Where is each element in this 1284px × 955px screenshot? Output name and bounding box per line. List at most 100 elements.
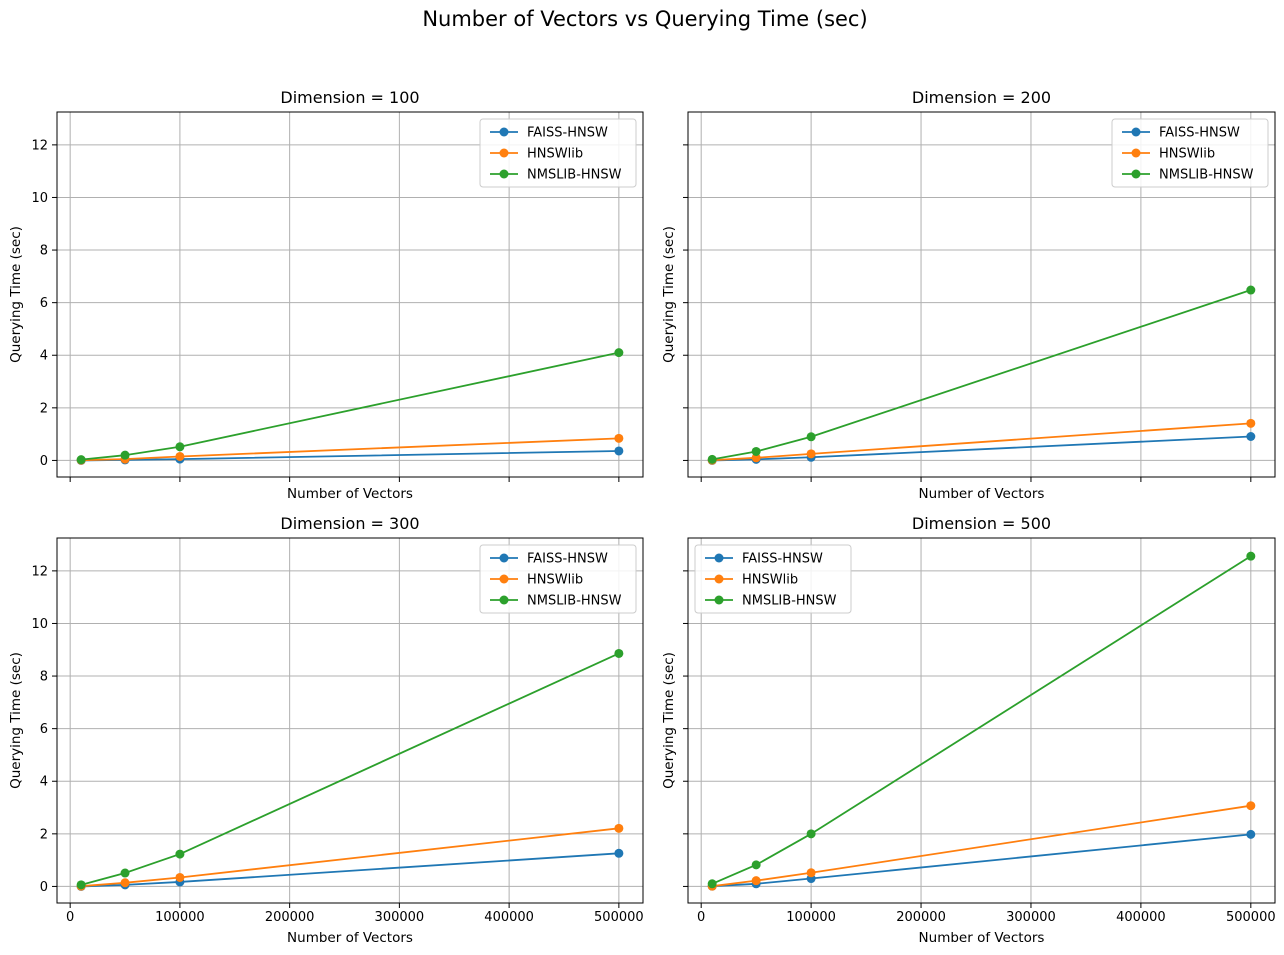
legend-marker-faiss-hnsw <box>714 553 724 563</box>
data-point-nmslib-hnsw <box>1246 551 1256 561</box>
data-point-nmslib-hnsw <box>806 432 816 442</box>
y-tick-label: 10 <box>31 617 48 632</box>
x-axis-label: Number of Vectors <box>919 486 1045 502</box>
series-line-hnswlib <box>81 437 619 462</box>
data-point-nmslib-hnsw <box>1246 285 1256 295</box>
legend-marker-hnswlib <box>714 574 724 584</box>
legend-label-nmslib-hnsw: NMSLIB-HNSW <box>527 594 622 609</box>
series-line-hnswlib <box>712 804 1251 888</box>
series-line-faiss-hnsw <box>81 852 619 888</box>
y-axis-label: Querying Time (sec) <box>8 226 24 363</box>
x-tick-label: 300000 <box>375 910 425 925</box>
legend-box <box>479 544 637 614</box>
series-line-faiss-hnsw <box>712 435 1251 462</box>
series-nmslib-hnsw <box>76 648 624 890</box>
legend-box <box>1111 118 1269 188</box>
data-point-nmslib-hnsw <box>76 880 86 890</box>
x-axis-label: Number of Vectors <box>919 930 1045 946</box>
y-tick-label: 8 <box>40 670 48 685</box>
y-tick-label: 6 <box>40 722 48 737</box>
x-tick-label: 300000 <box>1006 910 1056 925</box>
x-tick-label: 400000 <box>484 910 534 925</box>
subplot-title: Dimension = 200 <box>912 88 1051 107</box>
y-tick-label: 0 <box>40 454 48 469</box>
data-point-nmslib-hnsw <box>806 829 816 839</box>
subplot-3: 0 100000 200000 300000 400000 500000 0 2 4 6 8 10 12… <box>8 514 644 946</box>
legend-box <box>694 544 852 614</box>
data-point-faiss-hnsw <box>1246 829 1256 839</box>
series-line-nmslib-hnsw <box>80 652 620 886</box>
figure-title: Number of Vectors vs Querying Time (sec) <box>422 7 867 31</box>
data-point-nmslib-hnsw <box>614 348 624 358</box>
data-point-nmslib-hnsw <box>707 454 717 464</box>
legend-marker-nmslib-hnsw <box>714 595 724 605</box>
x-tick-label: 500000 <box>1226 910 1276 925</box>
data-point-hnswlib <box>751 876 761 886</box>
plot-area-frame <box>56 537 644 904</box>
data-point-nmslib-hnsw <box>751 860 761 870</box>
legend-marker-faiss-hnsw <box>499 127 509 137</box>
data-point-faiss-hnsw <box>1246 432 1256 441</box>
y-tick-label: 12 <box>31 138 48 153</box>
data-point-hnswlib <box>614 823 624 833</box>
y-tick-label: 12 <box>31 564 48 579</box>
series-line-nmslib-hnsw <box>711 555 1252 885</box>
legend-box <box>479 118 637 188</box>
data-point-hnswlib <box>751 453 761 463</box>
subplot-1: 0 2 4 6 8 10 12 Dimension = 100 Number of Vector… <box>8 88 644 502</box>
legend-label-faiss-hnsw: FAISS-HNSW <box>527 552 608 567</box>
x-tick-label: 0 <box>66 910 74 925</box>
y-axis-label: Querying Time (sec) <box>8 652 24 789</box>
series-nmslib-hnsw <box>707 551 1256 889</box>
y-tick-label: 4 <box>40 775 48 790</box>
series-line-nmslib-hnsw <box>81 351 620 461</box>
legend-marker-hnswlib <box>1131 148 1141 158</box>
series-nmslib-hnsw <box>76 348 624 465</box>
y-tick-label: 2 <box>40 827 48 842</box>
x-tick-label: 100000 <box>155 910 205 925</box>
legend-marker-nmslib-hnsw <box>499 169 509 179</box>
y-tick-label: 6 <box>40 296 48 311</box>
data-point-nmslib-hnsw <box>175 849 185 859</box>
data-point-faiss-hnsw <box>614 848 624 858</box>
subplot-4: 0 100000 200000 300000 400000 500000 Dimension… <box>661 514 1276 946</box>
legend: FAISS-HNSW HNSWlib NMSLIB-HNSW <box>694 544 852 614</box>
legend-label-faiss-hnsw: FAISS-HNSW <box>1159 126 1240 141</box>
data-point-hnswlib <box>175 872 185 882</box>
data-point-nmslib-hnsw <box>175 442 185 452</box>
series-faiss-hnsw <box>707 829 1256 891</box>
series-line-hnswlib <box>712 422 1251 462</box>
legend-label-nmslib-hnsw: NMSLIB-HNSW <box>527 168 622 183</box>
data-point-nmslib-hnsw <box>120 450 130 460</box>
data-point-nmslib-hnsw <box>707 879 717 889</box>
legend-marker-hnswlib <box>499 574 509 584</box>
subplot-title: Dimension = 500 <box>912 514 1051 533</box>
legend-label-faiss-hnsw: FAISS-HNSW <box>742 552 823 567</box>
y-tick-label: 4 <box>40 349 48 364</box>
plot-area-frame <box>687 111 1276 478</box>
series-line-faiss-hnsw <box>81 450 619 462</box>
legend-label-nmslib-hnsw: NMSLIB-HNSW <box>1159 168 1254 183</box>
data-point-hnswlib <box>614 433 624 443</box>
subplot-2: Dimension = 200 Number of Vectors Querying… <box>661 88 1276 502</box>
series-nmslib-hnsw <box>707 285 1256 464</box>
plot-area-frame <box>687 537 1276 904</box>
legend-marker-faiss-hnsw <box>1131 127 1141 137</box>
plot-area-frame <box>56 111 644 478</box>
legend-label-hnswlib: HNSWlib <box>1159 147 1215 162</box>
data-point-hnswlib <box>1246 418 1256 428</box>
series-faiss-hnsw <box>76 848 624 891</box>
x-tick-label: 200000 <box>896 910 946 925</box>
legend: FAISS-HNSW HNSWlib NMSLIB-HNSW <box>479 544 637 614</box>
x-tick-label: 0 <box>697 910 705 925</box>
legend: FAISS-HNSW HNSWlib NMSLIB-HNSW <box>479 118 637 188</box>
x-tick-label: 100000 <box>786 910 836 925</box>
subplot-title: Dimension = 300 <box>280 514 419 533</box>
legend-label-hnswlib: HNSWlib <box>742 573 798 588</box>
data-point-nmslib-hnsw <box>120 868 130 878</box>
data-point-hnswlib <box>175 451 185 461</box>
data-point-nmslib-hnsw <box>76 455 86 465</box>
y-tick-label: 2 <box>40 401 48 416</box>
legend-marker-faiss-hnsw <box>499 553 509 563</box>
